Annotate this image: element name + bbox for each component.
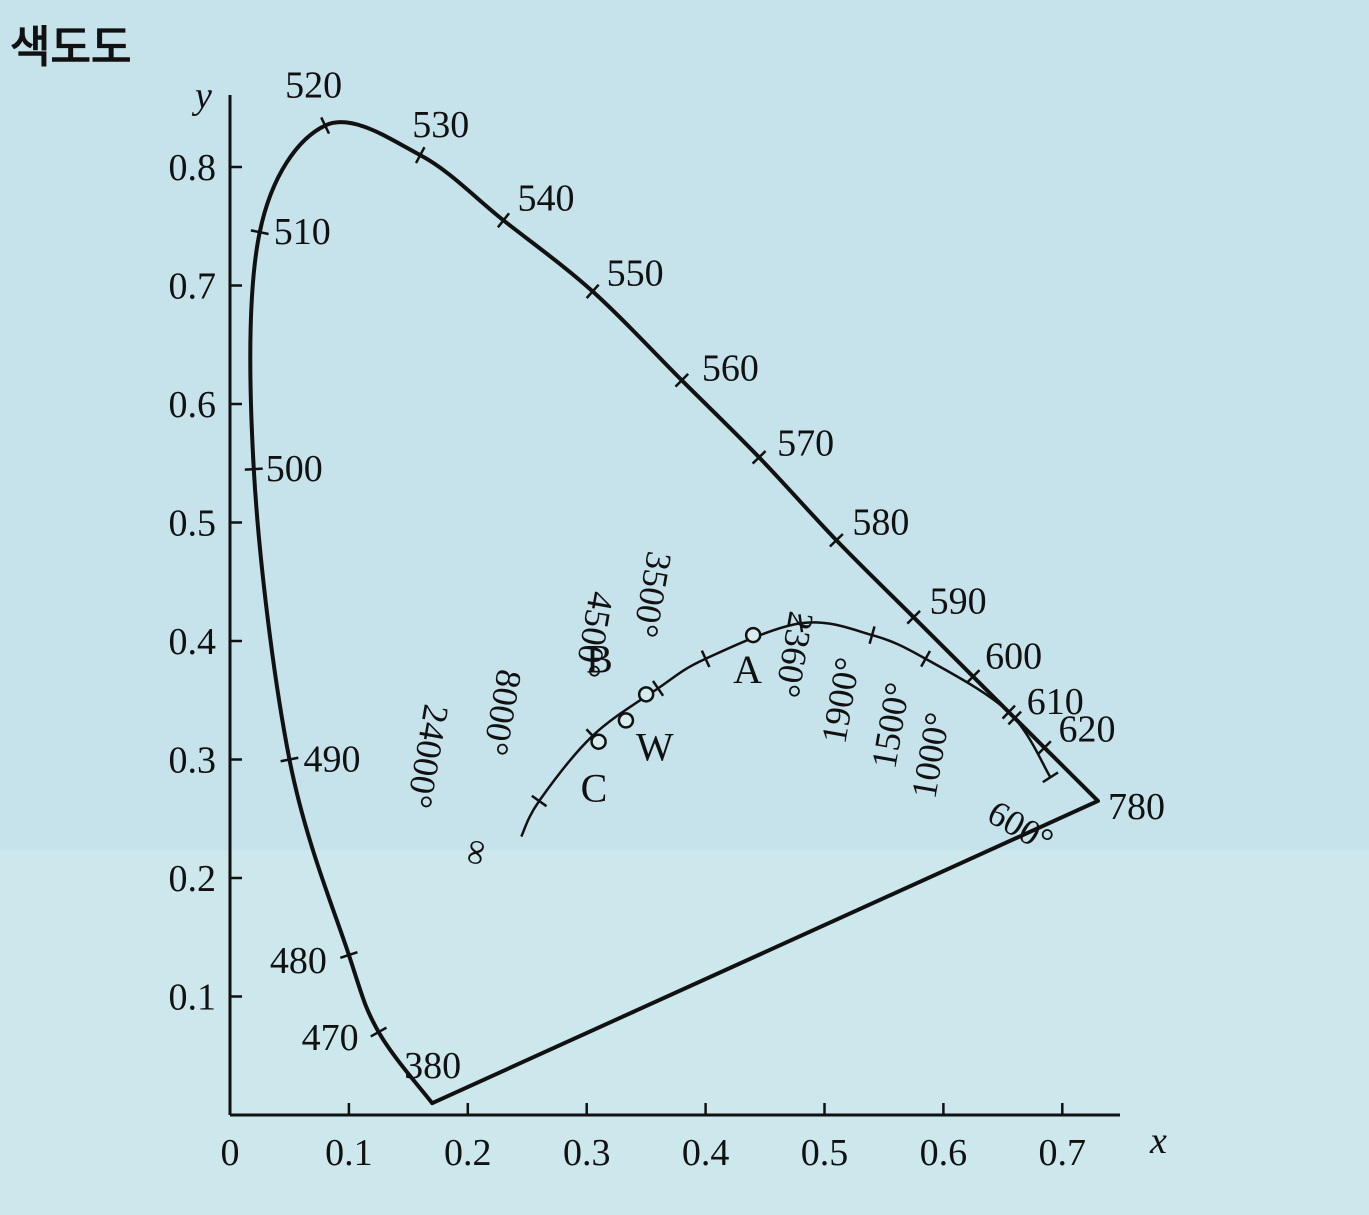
- wavelength-tick: [965, 669, 981, 684]
- wavelength-label: 480: [270, 940, 327, 982]
- x-tick-label: 0.3: [563, 1132, 611, 1174]
- wavelength-label: 780: [1108, 786, 1165, 828]
- wavelength-tick: [585, 283, 600, 299]
- illuminant-b-marker: [637, 686, 655, 703]
- x-tick-label: 0: [221, 1132, 240, 1174]
- temperature-tick: [920, 650, 932, 668]
- page-title: 색도도: [10, 22, 131, 73]
- x-tick-label: 0.5: [801, 1132, 849, 1174]
- illuminant-a-label: A: [733, 647, 762, 692]
- x-tick-label: 0.6: [920, 1132, 968, 1174]
- wavelength-tick: [280, 756, 299, 763]
- wavelength-label: 600: [985, 636, 1042, 678]
- temperature-tick: [651, 680, 665, 697]
- wavelength-label: 500: [266, 448, 323, 490]
- temperature-tick: [868, 626, 876, 645]
- background-upper: [0, 0, 1369, 850]
- wavelength-tick: [829, 533, 844, 548]
- wavelength-tick: [496, 212, 511, 229]
- wavelength-label: 560: [702, 347, 759, 389]
- wavelength-label: 380: [404, 1045, 461, 1087]
- illuminant-a-marker: [744, 626, 762, 644]
- wavelength-label: 580: [852, 501, 909, 543]
- temperature-tick: [700, 650, 711, 668]
- y-tick-label: 0.8: [169, 147, 217, 189]
- spectral-locus-curve: [248, 120, 1100, 1106]
- illuminant-b-label: B: [586, 636, 613, 681]
- wavelength-label: 550: [607, 252, 664, 294]
- wavelength-label: 490: [303, 739, 360, 781]
- wavelength-tick: [339, 951, 358, 960]
- wavelength-label: 470: [302, 1017, 359, 1059]
- spectral-locus: 380 470 480 490 500 510 520 530 540 550 560 570 580 5…: [244, 65, 1165, 1106]
- temperature-tick: [798, 614, 804, 633]
- illuminant-w-label: W: [636, 724, 674, 769]
- wavelength-tick: [674, 373, 690, 388]
- y-tick-label: 0.7: [169, 266, 217, 308]
- wavelength-tick: [1037, 740, 1052, 755]
- wavelength-label: 610: [1027, 681, 1084, 723]
- background-lower: [0, 850, 1369, 1215]
- y-tick-label: 0.4: [169, 621, 217, 663]
- wavelength-tick: [250, 229, 269, 236]
- illuminant-c-label: C: [581, 766, 608, 811]
- y-tick-label: 0.2: [169, 858, 217, 900]
- y-tick-label: 0.5: [169, 503, 217, 545]
- y-tick-label: 0.1: [169, 977, 217, 1019]
- wavelength-tick: [370, 1026, 388, 1038]
- wavelength-label: 540: [517, 177, 574, 219]
- wavelength-label: 570: [777, 422, 834, 464]
- y-tick-label: 0.6: [169, 384, 217, 426]
- wavelength-label: 590: [930, 580, 987, 622]
- wavelength-tick: [414, 146, 426, 164]
- illuminant-w-marker: [617, 712, 635, 729]
- temperature-tick: [531, 794, 548, 808]
- y-tick-label: 0.3: [169, 740, 217, 782]
- wavelength-label: 520: [285, 65, 342, 107]
- x-tick-label: 0.4: [682, 1132, 730, 1174]
- wavelength-label: 530: [412, 104, 469, 146]
- wavelength-tick: [906, 610, 921, 625]
- temperature-tick: [1001, 704, 1016, 720]
- y-axis-label: y: [191, 75, 212, 117]
- wavelength-tick: [320, 116, 331, 135]
- illuminant-points: A BWC: [581, 626, 762, 811]
- illuminant-c-marker: [590, 733, 607, 750]
- wavelength-tick: [244, 467, 263, 471]
- x-tick-label: 0.1: [325, 1132, 373, 1174]
- wavelength-label: 510: [274, 211, 331, 253]
- temperature-tick: [1042, 771, 1059, 784]
- x-tick-label: 0.7: [1039, 1132, 1087, 1174]
- x-axis-label: x: [1149, 1120, 1167, 1162]
- wavelength-tick: [751, 450, 767, 465]
- x-tick-label: 0.2: [444, 1132, 492, 1174]
- axis-ticks: 0 0.1 0.2 0.3 0.4 0.5 0.6 0.7 0.1 0.2 0.3 0.4 0.5 0.6…: [169, 147, 1087, 1174]
- axes: x y: [191, 75, 1167, 1162]
- wavelength-label: 620: [1058, 709, 1115, 751]
